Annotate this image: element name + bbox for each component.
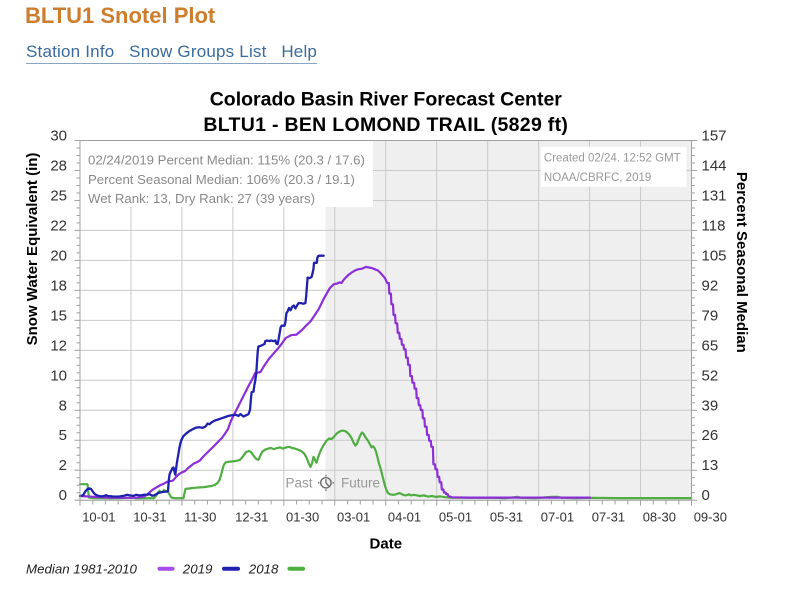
- svg-text:05-01: 05-01: [439, 510, 472, 525]
- svg-text:12-31: 12-31: [235, 510, 268, 525]
- svg-text:09-30: 09-30: [694, 510, 727, 525]
- svg-text:Snow Water Equivalent (in): Snow Water Equivalent (in): [24, 153, 41, 346]
- svg-text:22: 22: [50, 217, 67, 234]
- svg-text:04-01: 04-01: [388, 510, 421, 525]
- svg-text:79: 79: [702, 307, 719, 324]
- svg-text:Created 02/24. 12:52 GMT: Created 02/24. 12:52 GMT: [544, 153, 681, 165]
- svg-text:92: 92: [702, 277, 719, 294]
- svg-text:Percent Seasonal Median: 106%: Percent Seasonal Median: 106% (20.3 / 19…: [88, 172, 355, 187]
- svg-text:01-30: 01-30: [286, 510, 319, 525]
- svg-text:118: 118: [702, 217, 726, 234]
- svg-text:2019: 2019: [182, 562, 213, 577]
- svg-text:11-30: 11-30: [184, 510, 216, 525]
- svg-text:03-01: 03-01: [337, 510, 370, 525]
- svg-text:BLTU1 - BEN LOMOND TRAIL (5829: BLTU1 - BEN LOMOND TRAIL (5829 ft): [203, 114, 568, 136]
- svg-text:Future: Future: [341, 476, 380, 491]
- svg-text:157: 157: [702, 128, 727, 145]
- svg-text:Date: Date: [370, 536, 403, 553]
- svg-text:52: 52: [702, 367, 719, 384]
- svg-text:Median 1981-2010: Median 1981-2010: [26, 562, 137, 577]
- svg-text:26: 26: [702, 427, 719, 444]
- svg-text:NOAA/CBRFC, 2019: NOAA/CBRFC, 2019: [544, 172, 651, 184]
- svg-text:Colorado Basin River Forecast: Colorado Basin River Forecast Center: [210, 89, 563, 111]
- svg-text:Percent Seasonal Median: Percent Seasonal Median: [733, 172, 750, 353]
- svg-text:20: 20: [50, 247, 67, 264]
- svg-text:10-01: 10-01: [82, 510, 115, 525]
- svg-text:131: 131: [702, 187, 727, 204]
- svg-text:10-31: 10-31: [133, 510, 166, 525]
- svg-text:02/24/2019 Percent Median: 115: 02/24/2019 Percent Median: 115% (20.3 / …: [88, 153, 365, 168]
- svg-text:2: 2: [59, 457, 67, 474]
- svg-text:Wet Rank: 13, Dry Rank: 27 (3: Wet Rank: 13, Dry Rank: 27 (39 years): [88, 191, 315, 206]
- svg-text:13: 13: [702, 457, 719, 474]
- svg-text:05-31: 05-31: [490, 510, 523, 525]
- svg-text:2018: 2018: [248, 562, 279, 577]
- svg-text:07-31: 07-31: [592, 510, 625, 525]
- svg-text:15: 15: [50, 307, 67, 324]
- svg-text:30: 30: [50, 128, 67, 145]
- svg-text:28: 28: [50, 158, 67, 175]
- svg-text:12: 12: [50, 337, 67, 354]
- svg-text:105: 105: [702, 247, 727, 264]
- svg-text:8: 8: [59, 397, 67, 414]
- svg-text:10: 10: [50, 367, 67, 384]
- svg-text:0: 0: [702, 487, 710, 504]
- svg-text:08-30: 08-30: [643, 510, 676, 525]
- svg-text:25: 25: [50, 187, 67, 204]
- svg-text:07-01: 07-01: [541, 510, 574, 525]
- svg-text:0: 0: [59, 487, 67, 504]
- svg-text:65: 65: [702, 337, 719, 354]
- svg-text:144: 144: [702, 158, 727, 175]
- svg-text:39: 39: [702, 397, 719, 414]
- svg-text:Past: Past: [285, 476, 312, 491]
- svg-text:18: 18: [50, 277, 67, 294]
- svg-text:5: 5: [59, 427, 67, 444]
